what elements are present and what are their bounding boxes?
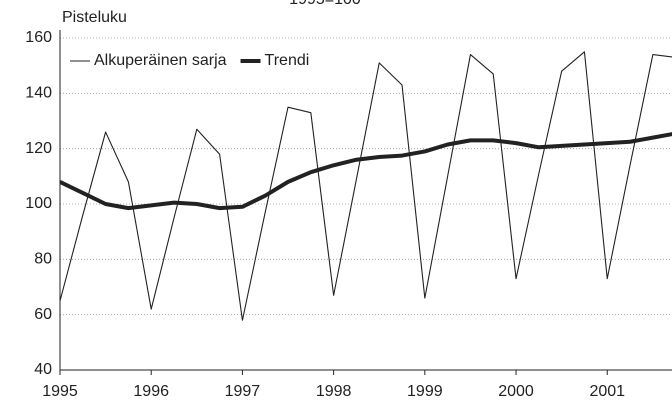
chart-title: 1995=100 — [289, 0, 361, 8]
legend-label: Alkuperäinen sarja — [94, 52, 227, 69]
y-tick-label: 40 — [34, 361, 52, 378]
y-tick-label: 120 — [25, 140, 52, 157]
y-tick-label: 80 — [34, 251, 52, 268]
x-tick-label: 1998 — [316, 383, 352, 400]
y-tick-label: 140 — [25, 85, 52, 102]
plot-lines — [60, 51, 672, 321]
y-tick-label: 100 — [25, 195, 52, 212]
x-tick-label: 2001 — [589, 383, 625, 400]
x-tick-label: 1997 — [225, 383, 261, 400]
y-tick-label: 160 — [25, 29, 52, 46]
legend-label: Trendi — [265, 52, 310, 69]
y-tick-label: 60 — [34, 306, 52, 323]
y-axis-label: Pisteluku — [62, 9, 127, 26]
legend: Alkuperäinen sarja Trendi — [64, 48, 326, 74]
x-tick-label: 1996 — [133, 383, 169, 400]
series-line — [60, 51, 672, 321]
series-line — [60, 132, 672, 211]
x-tick-label: 2000 — [498, 383, 534, 400]
x-tick-label: 1995 — [42, 383, 78, 400]
x-tick-label: 1999 — [407, 383, 443, 400]
legend-bg — [64, 48, 326, 74]
